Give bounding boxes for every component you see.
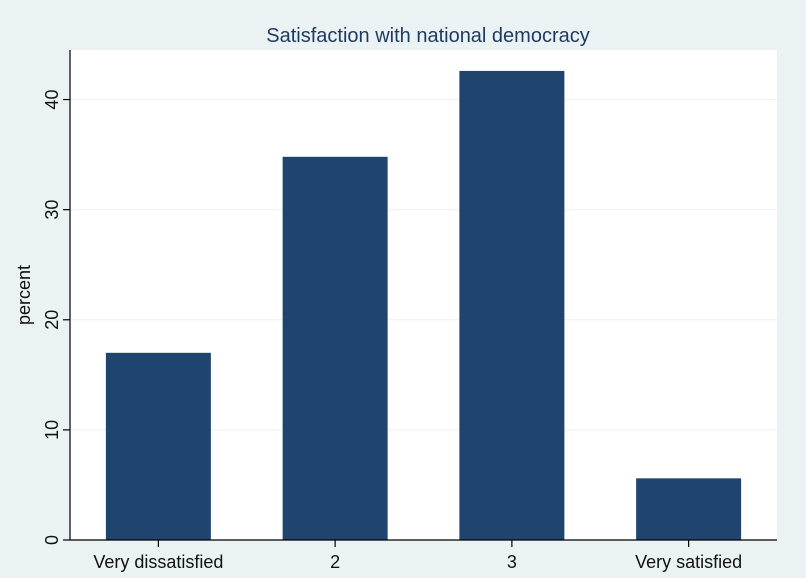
y-tick-label: 30 bbox=[42, 200, 62, 220]
x-axis-labels: Very dissatisfied 2 3 Very satisfied bbox=[93, 540, 742, 572]
y-tick-label: 40 bbox=[42, 90, 62, 110]
x-category-label: Very dissatisfied bbox=[93, 552, 223, 572]
y-axis-label: percent bbox=[14, 265, 34, 325]
chart-title: Satisfaction with national democracy bbox=[266, 25, 590, 47]
bar bbox=[105, 352, 211, 540]
x-category-label: Very satisfied bbox=[635, 552, 742, 572]
x-category-label: 2 bbox=[330, 552, 340, 572]
y-tick-label: 10 bbox=[42, 420, 62, 440]
y-tick-label: 20 bbox=[42, 310, 62, 330]
bars bbox=[105, 70, 742, 540]
bar bbox=[459, 70, 565, 540]
bar bbox=[636, 478, 742, 540]
y-tick-label: 0 bbox=[42, 535, 62, 545]
x-category-label: 3 bbox=[507, 552, 517, 572]
y-axis-ticks: 0 10 20 30 40 bbox=[42, 90, 70, 545]
axes bbox=[69, 50, 777, 541]
bar bbox=[282, 156, 388, 540]
